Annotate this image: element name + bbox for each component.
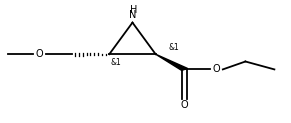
Text: O: O — [36, 49, 44, 59]
Text: H: H — [130, 5, 138, 15]
Text: &1: &1 — [111, 58, 122, 67]
Polygon shape — [156, 54, 187, 70]
Text: O: O — [213, 64, 220, 74]
Text: O: O — [181, 100, 188, 110]
Text: N: N — [129, 10, 136, 20]
Text: &1: &1 — [169, 43, 180, 52]
